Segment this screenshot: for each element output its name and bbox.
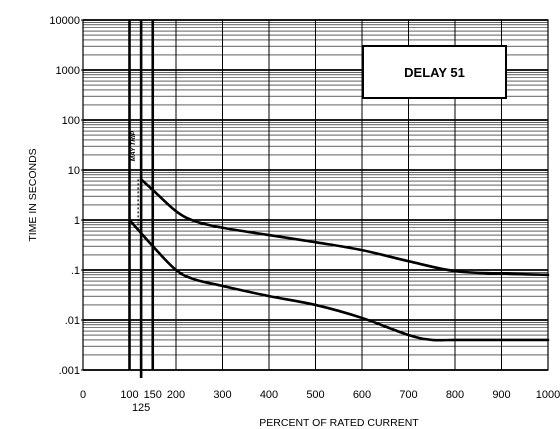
y-tick-label: 1000 (56, 65, 80, 77)
y-tick-label: .1 (71, 265, 80, 277)
lower-trip-curve (128, 218, 550, 342)
may-trip-annotation: MAY TRIP (130, 130, 137, 161)
reference-lines (128, 20, 155, 378)
y-axis-title: TIME IN SECONDS (27, 148, 39, 241)
x-tick-label: 500 (306, 389, 324, 401)
x-tick-label: 1000 (536, 389, 560, 401)
y-tick-label: .001 (59, 365, 80, 377)
x-tick-label: 300 (213, 389, 231, 401)
x-tick-label: 600 (353, 389, 371, 401)
y-tick-label: .01 (65, 315, 80, 327)
x-tick-label: 100 (120, 389, 138, 401)
y-tick-label: 10 (68, 165, 80, 177)
curves (128, 178, 550, 342)
x-tick-label: 400 (260, 389, 278, 401)
legend-box: DELAY 51 (362, 45, 507, 99)
x-tick-label: 900 (492, 389, 510, 401)
upper-trip-curve (139, 178, 550, 277)
x-tick-label: 800 (446, 389, 464, 401)
y-tick-label: 100 (62, 115, 80, 127)
y-tick-label: 1 (74, 215, 80, 227)
x-tick-label: 150 (144, 389, 162, 401)
x-tick-label: 200 (167, 389, 185, 401)
x-tick-label: 125 (132, 402, 150, 414)
x-axis-title: PERCENT OF RATED CURRENT (259, 417, 419, 429)
x-tick-label: 700 (399, 389, 417, 401)
y-tick-label: 10000 (49, 15, 80, 27)
legend-label: DELAY 51 (404, 65, 465, 80)
x-tick-label: 0 (80, 389, 86, 401)
plot-frame (82, 19, 549, 371)
